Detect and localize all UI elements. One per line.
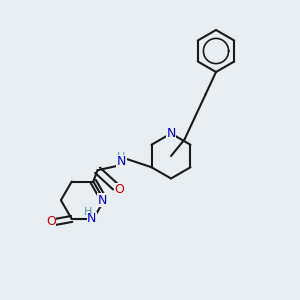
Text: O: O (114, 183, 124, 196)
Text: N: N (87, 212, 97, 226)
Text: H: H (117, 152, 126, 162)
Text: N: N (117, 155, 126, 168)
Text: N: N (166, 127, 176, 140)
Text: H: H (84, 207, 92, 218)
Text: N: N (98, 194, 107, 207)
Text: O: O (46, 215, 56, 229)
